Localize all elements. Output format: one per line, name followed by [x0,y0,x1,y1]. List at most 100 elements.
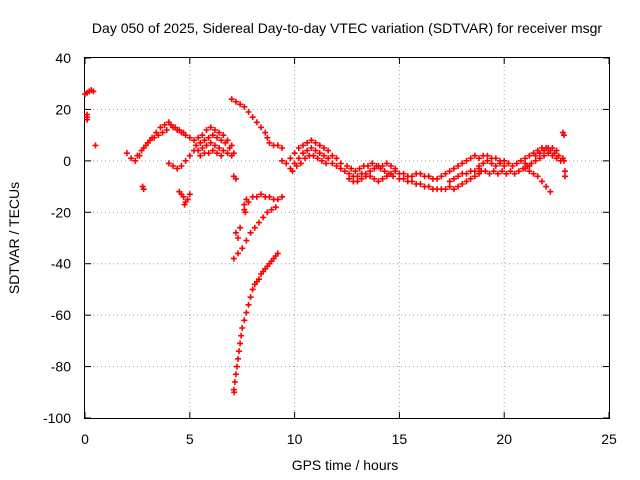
data-point [388,170,395,177]
data-point [526,152,533,159]
data-point [243,309,250,316]
data-point [538,178,545,185]
data-point [417,170,424,177]
data-point [450,165,457,172]
data-point [197,152,204,159]
data-point [139,183,146,190]
data-point [333,155,340,162]
data-point [549,152,556,159]
data-point [258,191,265,198]
data-point [209,132,216,139]
data-point [553,147,560,154]
data-point [501,163,508,169]
data-point [364,163,371,169]
data-point [463,178,470,185]
data-point [553,155,560,162]
data-point [186,191,193,198]
data-point [247,294,254,301]
data-point [243,196,250,203]
data-point [274,250,281,257]
data-point [463,157,470,164]
data-point [230,173,237,180]
data-point [383,160,390,167]
data-point [329,160,336,167]
data-point [425,183,432,190]
data-point [476,163,483,169]
data-point [235,235,242,241]
y-tick-label: 20 [55,101,71,117]
data-point [488,160,495,167]
data-point [337,165,344,172]
data-point [532,152,539,159]
data-point [167,121,174,128]
data-point [245,301,252,308]
data-point [346,175,353,182]
series-mid-arcs [190,124,239,182]
data-point [528,160,535,167]
data-point [233,363,240,370]
data-point [541,152,548,159]
data-point [272,204,279,211]
data-point [181,201,188,208]
data-point [220,147,227,154]
data-point [471,168,478,175]
data-point [371,175,378,182]
data-point [216,145,223,151]
data-point [312,139,319,146]
data-point [536,150,543,157]
data-point [471,152,478,159]
data-point [450,175,457,182]
data-point [255,276,262,283]
data-point [492,163,499,169]
data-point [258,124,265,131]
data-point [314,155,321,162]
data-point [235,250,242,257]
series-early-arcs [82,87,197,208]
data-point [176,127,183,133]
data-point [561,168,568,175]
data-point [308,137,315,144]
data-point [138,147,145,154]
data-point [224,150,231,157]
data-point [228,96,235,103]
data-point [320,145,327,151]
data-point [279,145,286,151]
data-point [484,157,491,164]
x-tick-labels: 0 5 10 15 20 25 [81,431,617,447]
data-point [348,165,355,172]
series-lower-arcs [230,191,286,262]
data-point [268,206,275,213]
data-point [459,160,466,167]
data-point [354,173,361,180]
data-point [503,170,510,177]
data-point [266,193,273,200]
data-point [526,168,533,175]
data-point [388,163,395,169]
data-point [214,134,221,141]
data-point [128,155,135,162]
data-point [195,134,202,141]
x-tick-label: 5 [186,431,194,447]
y-axis-title: SDTVAR / TECUs [6,182,22,294]
data-point [560,157,567,164]
data-point [161,121,168,128]
data-point [543,183,550,190]
data-point [232,98,239,105]
data-point [239,245,246,252]
data-point [480,160,487,167]
data-point [325,155,332,162]
data-point [214,150,221,157]
data-point [333,163,340,169]
data-point [408,178,415,185]
y-tick-label: -60 [51,307,71,323]
data-point [513,160,520,167]
data-point [471,173,478,180]
data-point [304,147,311,154]
data-point [251,224,258,231]
series-afternoon-arcs [279,137,399,185]
data-point [561,173,568,180]
data-point [245,109,252,115]
grid-lines [85,58,609,418]
data-point [530,170,537,177]
data-point [123,150,130,157]
